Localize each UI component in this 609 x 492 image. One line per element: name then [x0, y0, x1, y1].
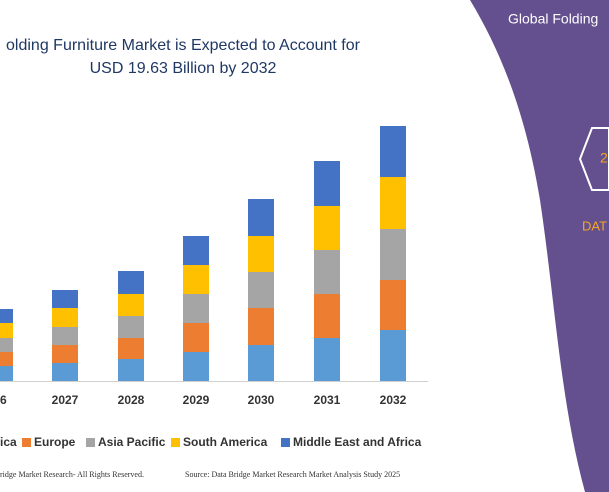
bar-segment: [52, 308, 78, 327]
legend-label: South America: [183, 435, 268, 449]
bar-segment: [0, 366, 13, 381]
bar-segment: [248, 236, 274, 272]
bar-segment: [314, 338, 340, 381]
bar-segment: [52, 327, 78, 345]
bar-segment: [248, 308, 274, 345]
x-tick-label: 2028: [118, 393, 145, 407]
side-panel: [470, 0, 609, 492]
bar-segment: [314, 250, 340, 294]
bar-segment: [52, 363, 78, 381]
bar-segment: [52, 290, 78, 308]
bar-segment: [118, 271, 144, 294]
bar-segment: [0, 352, 13, 366]
bar-segment: [52, 345, 78, 363]
bar-segment: [248, 272, 274, 308]
panel-label: DAT: [582, 218, 607, 233]
bar-segment: [380, 280, 406, 330]
chart-title: olding Furniture Market is Expected to A…: [6, 37, 361, 54]
legend-swatch: [86, 438, 95, 447]
x-tick-label: 2032: [380, 393, 407, 407]
x-tick-label: 2031: [314, 393, 341, 407]
badge-text: 2: [600, 150, 608, 166]
bar-segment: [118, 294, 144, 316]
bar-segment: [183, 294, 209, 323]
bar-segment: [248, 199, 274, 236]
bar-segment: [380, 330, 406, 381]
bar-segment: [248, 345, 274, 381]
bar-segment: [380, 126, 406, 177]
x-tick-label: 2027: [52, 393, 79, 407]
bar-segment: [314, 161, 340, 206]
legend-label: ica: [0, 435, 17, 449]
bar-segment: [183, 323, 209, 352]
bar-segment: [0, 309, 13, 323]
legend-label: Middle East and Africa: [293, 435, 422, 449]
bar-segment: [0, 338, 13, 352]
bar-segment: [118, 359, 144, 381]
source: Source: Data Bridge Market Research Mark…: [185, 470, 400, 479]
x-tick-label: 2029: [183, 393, 210, 407]
legend-swatch: [171, 438, 180, 447]
bar-segment: [183, 236, 209, 265]
x-tick-label: 2030: [248, 393, 275, 407]
legend-swatch: [281, 438, 290, 447]
bar-segment: [380, 229, 406, 280]
legend-swatch: [22, 438, 31, 447]
bar-segment: [118, 316, 144, 338]
bar-segment: [183, 265, 209, 294]
copyright: ridge Market Research- All Rights Reserv…: [0, 470, 144, 479]
x-tick-label: 26: [0, 393, 7, 407]
legend-label: Asia Pacific: [98, 435, 166, 449]
chart-title: USD 19.63 Billion by 2032: [90, 60, 277, 77]
bar-segment: [314, 206, 340, 250]
bar-segment: [118, 338, 144, 359]
panel-title: Global Folding: [508, 11, 598, 27]
legend-label: Europe: [34, 435, 76, 449]
bar-segment: [314, 294, 340, 338]
bar-segment: [0, 323, 13, 338]
bar-segment: [183, 352, 209, 381]
hexagon-badge: [578, 127, 609, 191]
bar-segment: [380, 177, 406, 229]
